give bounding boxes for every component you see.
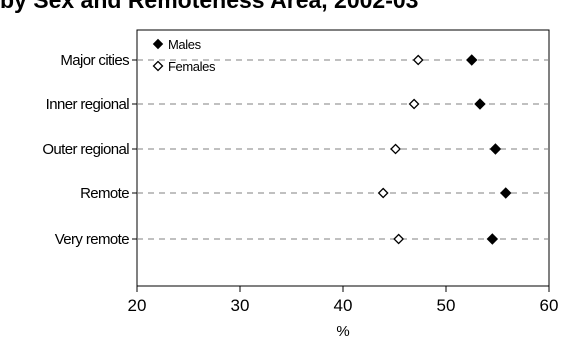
legend-label: Males (168, 37, 202, 52)
legend-marker (152, 60, 164, 72)
x-tick-label: 20 (128, 296, 147, 315)
category-label: Major cities (60, 52, 129, 69)
x-axis: 20 30 40 50 60 (128, 59, 559, 315)
male-point (474, 98, 486, 110)
category-label: Remote (80, 185, 129, 202)
male-point (466, 54, 478, 66)
legend-label: Females (168, 59, 216, 74)
x-tick-label: 50 (437, 296, 456, 315)
male-point (489, 143, 502, 155)
x-tick-label: 60 (540, 296, 559, 315)
x-tick-label: 30 (231, 296, 250, 315)
category-label: Outer regional (42, 141, 129, 158)
category-label: Inner regional (46, 96, 130, 113)
data-points (377, 54, 512, 245)
female-point (390, 143, 401, 155)
female-point (393, 233, 405, 245)
female-point (408, 98, 420, 110)
male-point (486, 233, 499, 245)
female-point (412, 54, 424, 66)
male-point (500, 187, 512, 199)
legend-marker (152, 38, 164, 50)
grid-lines (137, 59, 549, 240)
category-label: Very remote (55, 231, 130, 248)
legend: Males Females (152, 37, 216, 74)
x-tick-label: 40 (334, 296, 353, 315)
category-labels: Major cities Inner regional Outer regional… (42, 52, 130, 248)
x-axis-label: % (336, 323, 349, 339)
chart-title: by Sex and Remoteness Area, 2002-03 (0, 0, 418, 13)
female-point (377, 187, 389, 199)
